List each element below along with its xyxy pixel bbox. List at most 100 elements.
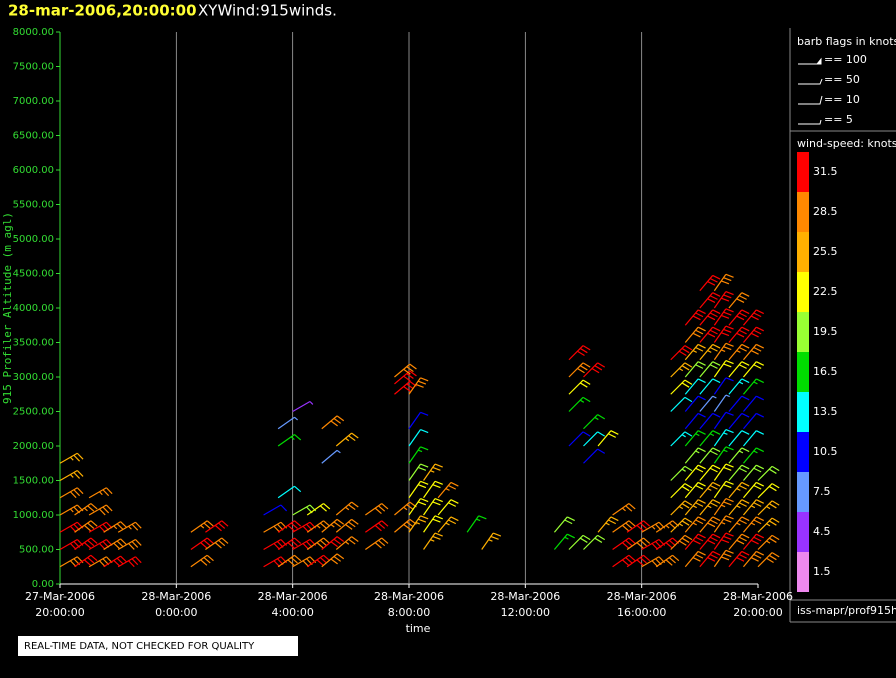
y-tick-label: 0.00 [32,579,54,590]
wind-barb [713,429,734,447]
wind-barb [713,308,734,326]
wind-barb [408,498,429,516]
wind-barb [335,432,359,447]
wind-barb [553,533,575,550]
wind-barb [757,500,780,516]
x-tick-label: 4:00:00 [271,606,313,619]
colorscale-label: 19.5 [813,325,838,338]
x-tick-label: 28-Mar-2006 [141,590,211,603]
y-tick-label: 8000.00 [13,27,54,38]
wind-barb [699,326,721,343]
wind-barb [742,516,764,533]
wind-barb [408,411,429,430]
wind-barb [713,515,734,533]
wind-barb [742,533,764,550]
wind-barb [423,463,443,481]
y-tick-label: 5000.00 [13,234,54,245]
wind-barb [742,430,764,447]
wind-barb [684,378,706,395]
wind-barb [684,464,706,481]
wind-barb [335,518,359,533]
colorscale-swatch [797,432,809,472]
wind-barb [277,485,302,499]
colorscale-label: 28.5 [813,205,838,218]
x-tick-label: 28-Mar-2006 [490,590,560,603]
wind-barb [713,532,734,550]
wind-barb [277,520,302,533]
barb-legend-label: == 100 [824,53,867,66]
y-tick-label: 500.00 [19,545,54,556]
wind-barb [205,520,229,533]
x-tick-label: 20:00:00 [35,606,84,619]
wind-barb [190,520,214,533]
wind-barb [408,515,429,533]
wind-barb [568,362,591,378]
colorscale-swatch [797,232,809,272]
wind-barb [728,361,750,378]
wind-barb [713,446,734,464]
wind-barb [466,515,487,533]
wind-barb [626,520,651,533]
wind-barb [408,463,429,481]
wind-barb [713,342,734,361]
wind-barb [728,447,750,464]
y-tick-label: 1000.00 [13,510,54,521]
source: iss-mapr/prof915h [797,604,896,617]
wind-barb [728,343,750,361]
wind-barb [742,326,764,343]
wind-barb [699,395,717,412]
wind-barb [699,464,721,481]
wind-barb [437,499,459,516]
wind-barb [205,537,229,550]
wind-barb [335,536,359,550]
wind-barb [670,500,693,516]
wind-barb [728,516,750,533]
colorscale-label: 31.5 [813,165,838,178]
wind-barb [277,554,302,568]
colorscale-swatch [797,392,809,432]
wind-barb [699,447,721,464]
y-tick-label: 2500.00 [13,407,54,418]
wind-barb [699,430,721,447]
wind-barb [699,343,721,361]
y-tick-label: 6500.00 [13,131,54,142]
wind-barb [742,343,764,361]
wind-barb [74,554,98,568]
wind-barb [684,516,706,533]
x-tick-label: 28-Mar-2006 [258,590,328,603]
wind-barb [583,448,606,464]
wind-barb [626,537,651,550]
x-tick-label: 16:00:00 [617,606,666,619]
colorscale-label: 10.5 [813,445,838,458]
wind-barb [59,452,84,464]
note-box [18,636,298,656]
wind-barb [306,554,331,568]
wind-barb [103,555,127,568]
y-tick-label: 4000.00 [13,303,54,314]
wind-barb [612,537,636,550]
x-tick-label: 0:00:00 [155,606,197,619]
wind-barb [568,396,591,412]
wind-barb [612,503,636,516]
wind-barb [306,537,331,550]
x-tick-label: 28-Mar-2006 [723,590,793,603]
wind-barb [757,534,780,550]
wind-barb [699,550,721,568]
wind-barb [699,274,721,292]
wind-barb [713,463,734,481]
barb-legend-glyphs [798,57,823,125]
wind-barb [117,556,142,568]
wind-barb [699,361,721,378]
wind-barb [728,309,750,326]
wind-barb [699,412,721,430]
wind-barb [568,431,591,447]
wind-barb [321,415,345,430]
wind-barb [321,536,345,550]
wind-barb [437,481,459,499]
wind-barb [74,503,98,516]
x-tick-label: 8:00:00 [388,606,430,619]
wind-barb [699,481,721,499]
wind-barb [670,483,693,499]
wind-barb [423,498,443,516]
